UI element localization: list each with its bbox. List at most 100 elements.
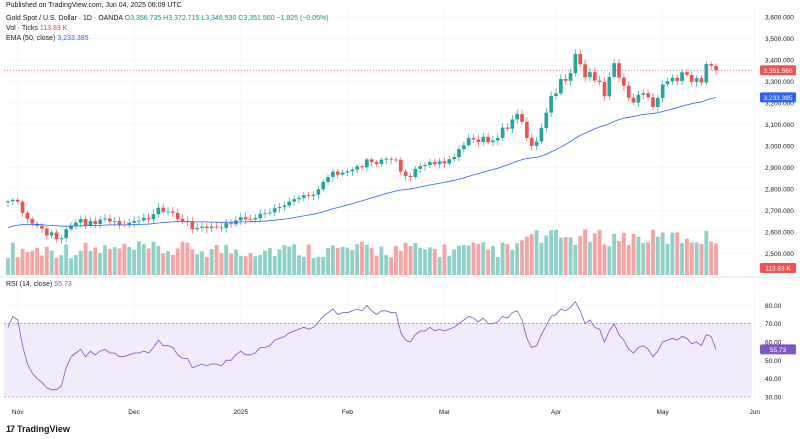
candle-body xyxy=(11,199,15,202)
symbol-title[interactable]: Gold Spot / U.S. Dollar · 1D · OANDA xyxy=(6,15,123,22)
volume-bar xyxy=(360,241,364,275)
tradingview-footer: 17 TradingView xyxy=(6,424,70,434)
volume-bar xyxy=(78,250,83,275)
volume-bar xyxy=(709,241,714,275)
candle-body xyxy=(539,128,544,142)
volume-bar xyxy=(607,246,612,275)
volume-bar xyxy=(403,242,408,275)
candle-body xyxy=(200,226,204,228)
volume-bar xyxy=(660,232,665,275)
candle-body xyxy=(457,149,461,158)
volume-bar xyxy=(301,256,306,275)
volume-bar xyxy=(204,257,209,275)
volume-bar xyxy=(670,232,675,275)
candle-body xyxy=(704,64,709,83)
volume-bar xyxy=(69,258,73,275)
volume-bar xyxy=(190,249,195,275)
volume-bar xyxy=(544,235,549,275)
candle-body xyxy=(471,137,476,140)
candle-body xyxy=(636,94,641,103)
volume-bar xyxy=(636,236,641,275)
volume-bar xyxy=(389,257,394,275)
volume-bar xyxy=(481,242,486,275)
volume-bar xyxy=(510,249,515,275)
candle-body xyxy=(30,218,35,224)
volume-bar xyxy=(185,242,190,275)
price-axis: 3,600.000 3,500.000 3,400.000 3,300.000 3,20… xyxy=(765,15,794,258)
ema-label[interactable]: EMA (50, close) xyxy=(6,35,56,42)
volume-bar xyxy=(297,255,301,275)
candle-body xyxy=(694,78,699,82)
volume-bar xyxy=(64,244,69,275)
volume-bar xyxy=(219,253,224,275)
candle-body xyxy=(651,97,655,107)
ema-row: EMA (50, close) 3,233.385 xyxy=(6,34,329,44)
candle-body xyxy=(209,226,214,229)
candle-body xyxy=(491,140,495,143)
candle-body xyxy=(229,223,233,225)
rsi-legend: RSI (14, close) 55.73 xyxy=(6,281,72,288)
volume-bar xyxy=(554,229,558,275)
volume-bar xyxy=(694,242,699,275)
volume-bar xyxy=(355,244,360,275)
volume-bar xyxy=(651,229,655,275)
volume-bar xyxy=(20,248,25,275)
candle-body xyxy=(311,194,316,196)
price-tick-label: 3,500.000 xyxy=(765,36,794,43)
candle-body xyxy=(374,161,379,164)
volume-bar xyxy=(617,241,621,275)
volume-bar xyxy=(316,256,321,275)
price-tick-label: 3,200.000 xyxy=(765,100,794,107)
volume-bar xyxy=(612,233,617,275)
volume-bar xyxy=(704,230,709,275)
volume-bar xyxy=(631,233,636,275)
rsi-badge: 55.73 xyxy=(770,347,787,354)
volume-bar xyxy=(141,244,146,275)
volume-bar xyxy=(437,256,442,275)
volume-bar xyxy=(10,242,15,275)
volume-bar xyxy=(490,245,495,275)
volume-bar xyxy=(170,254,175,275)
candle-body xyxy=(369,159,374,162)
volume-bar xyxy=(675,232,680,275)
volume-bar xyxy=(665,243,670,275)
candle-body xyxy=(437,161,442,165)
volume-bar xyxy=(330,245,335,275)
candle-body xyxy=(350,169,355,172)
ema-value: 3,233.385 xyxy=(57,35,89,42)
candle-body xyxy=(612,63,617,77)
volume-bar xyxy=(233,249,238,275)
volume-bar xyxy=(364,244,369,275)
volume-bar xyxy=(568,237,573,275)
volume-bar xyxy=(200,251,204,275)
candle-body xyxy=(25,212,30,219)
volume-bar xyxy=(214,245,219,275)
candle-body xyxy=(15,199,20,202)
rsi-label[interactable]: RSI (14, close) xyxy=(6,281,53,288)
candle-body xyxy=(466,137,471,146)
volume-bar xyxy=(374,255,379,275)
candle-body xyxy=(98,219,102,225)
volume-bar xyxy=(587,241,592,275)
candle-body xyxy=(263,213,267,215)
candle-body xyxy=(583,64,587,78)
volume-bar xyxy=(35,247,40,275)
volume-bar xyxy=(655,236,660,275)
volume-bar xyxy=(306,244,311,275)
time-tick-label: Feb xyxy=(342,409,354,416)
volume-bar xyxy=(136,241,141,275)
candle-body xyxy=(171,211,175,213)
volume-row: Vol · Ticks 113.83 K xyxy=(6,24,329,34)
candle-body xyxy=(665,81,670,85)
volume-label[interactable]: Vol · Ticks xyxy=(6,25,38,32)
candle-body xyxy=(520,114,524,122)
candle-body xyxy=(83,219,88,226)
candle-body xyxy=(389,158,393,160)
volume-bar xyxy=(59,255,64,275)
price-legend: Gold Spot / U.S. Dollar · 1D · OANDA O3,… xyxy=(6,14,329,44)
candle-body xyxy=(6,201,10,203)
tradingview-brand[interactable]: TradingView xyxy=(17,424,70,434)
volume-bar xyxy=(394,245,398,275)
volume-bar xyxy=(592,233,597,275)
candle-body xyxy=(626,85,631,98)
